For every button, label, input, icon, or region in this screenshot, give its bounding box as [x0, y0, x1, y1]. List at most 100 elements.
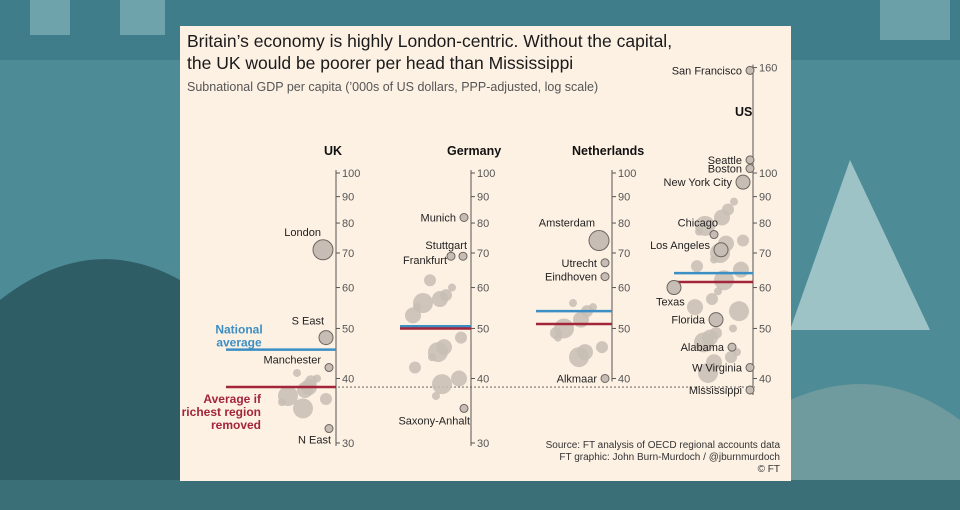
tick-label-germany-80: 80	[477, 218, 489, 230]
region-bubble	[293, 368, 301, 377]
tick-label-uk-30: 30	[342, 438, 354, 450]
region-label-eindhoven: Eindhoven	[545, 272, 597, 284]
tick-label-uk-100: 100	[342, 168, 360, 180]
region-label-amsterdam: Amsterdam	[539, 218, 595, 230]
region-bubble	[432, 391, 440, 400]
region-label-munich: Munich	[421, 213, 456, 225]
region-bubble-saxony-anhalt	[459, 403, 469, 413]
region-bubble	[694, 332, 714, 353]
region-bubble	[725, 351, 737, 364]
tick-label-germany-100: 100	[477, 168, 495, 180]
region-bubble-seattle	[745, 155, 755, 165]
region-label-florida: Florida	[671, 315, 706, 327]
tick-label-netherlands-50: 50	[618, 323, 630, 335]
without-richest-label-2: removed	[211, 418, 261, 432]
region-bubble-w-virginia	[745, 363, 755, 373]
tick-label-germany-90: 90	[477, 192, 489, 204]
region-bubble-frankfurt	[446, 251, 456, 261]
tick-label-us-40: 40	[759, 373, 771, 385]
source-line-0: Source: FT analysis of OECD regional acc…	[546, 440, 781, 451]
region-label-boston: Boston	[708, 164, 742, 176]
tick-label-germany-60: 60	[477, 283, 489, 295]
region-bubble-alabama	[727, 342, 737, 352]
region-label-los-angeles: Los Angeles	[650, 240, 710, 252]
region-label-mississippi: Mississippi	[689, 385, 742, 397]
region-bubble	[706, 293, 718, 306]
region-bubble	[455, 331, 467, 344]
region-bubble-n-east	[324, 424, 334, 434]
title-line-1: Britain’s economy is highly London-centr…	[187, 31, 673, 51]
region-bubble	[320, 393, 332, 406]
tick-label-uk-70: 70	[342, 248, 354, 260]
region-label-manchester: Manchester	[264, 355, 322, 367]
region-bubble	[405, 307, 421, 324]
tick-label-uk-90: 90	[342, 192, 354, 204]
tick-label-germany-70: 70	[477, 248, 489, 260]
region-label-alabama: Alabama	[681, 342, 725, 354]
country-title-germany: Germany	[447, 144, 501, 158]
region-bubble	[428, 353, 436, 362]
tick-label-netherlands-100: 100	[618, 168, 636, 180]
region-bubble	[730, 197, 738, 206]
region-bubble	[432, 374, 452, 395]
tick-label-uk-60: 60	[342, 283, 354, 295]
region-bubble	[691, 260, 703, 273]
tick-label-uk-50: 50	[342, 323, 354, 335]
region-bubble	[409, 361, 421, 374]
tick-label-uk-80: 80	[342, 218, 354, 230]
region-label-san-francisco: San Francisco	[672, 65, 742, 77]
region-bubble-manchester	[324, 363, 334, 373]
without-richest-label-0: Average if	[203, 392, 262, 406]
country-title-netherlands: Netherlands	[572, 144, 644, 158]
tick-label-us-60: 60	[759, 283, 771, 295]
region-label-seattle: Seattle	[708, 155, 742, 167]
tick-label-netherlands-70: 70	[618, 248, 630, 260]
region-label-chicago: Chicago	[678, 218, 718, 230]
region-label-new-york-city: New York City	[664, 177, 733, 189]
region-bubble-eindhoven	[600, 272, 610, 282]
region-bubble-munich	[459, 213, 469, 223]
tick-label-netherlands-80: 80	[618, 218, 630, 230]
region-bubble-boston	[745, 164, 755, 174]
region-bubble	[729, 324, 737, 333]
region-bubble	[432, 291, 448, 308]
tick-label-us-80: 80	[759, 218, 771, 230]
chart-subtitle: Subnational GDP per capita (’000s of US …	[187, 80, 599, 94]
region-bubble-stuttgart	[458, 251, 468, 261]
region-bubble	[733, 261, 749, 278]
region-bubble-texas	[666, 280, 682, 296]
region-bubble-london	[312, 239, 334, 261]
without-richest-label-1: richest region	[182, 405, 261, 419]
region-bubble-mississippi	[745, 385, 755, 395]
region-bubble	[451, 370, 467, 387]
tick-label-germany-30: 30	[477, 438, 489, 450]
region-bubble	[714, 270, 734, 291]
chart-title: Britain’s economy is highly London-centr…	[187, 30, 707, 74]
region-bubble	[714, 287, 722, 296]
region-bubble-amsterdam	[588, 230, 610, 252]
country-title-uk: UK	[324, 144, 342, 158]
tick-label-us-70: 70	[759, 248, 771, 260]
region-bubble-alkmaar	[600, 373, 610, 383]
region-bubble	[293, 398, 313, 419]
region-bubble-florida	[708, 312, 724, 328]
region-bubble	[737, 234, 749, 247]
region-label-saxony-anhalt: Saxony-Anhalt	[398, 415, 470, 427]
region-bubble-utrecht	[600, 258, 610, 268]
region-label-utrecht: Utrecht	[562, 258, 597, 270]
region-label-alkmaar: Alkmaar	[557, 373, 598, 385]
tick-label-germany-50: 50	[477, 323, 489, 335]
region-label-s-east: S East	[292, 316, 324, 328]
title-line-2: the UK would be poorer per head than Mis…	[187, 53, 574, 73]
region-bubble	[569, 299, 577, 308]
region-label-n-east: N East	[298, 435, 331, 447]
tick-label-us-90: 90	[759, 192, 771, 204]
tick-label-netherlands-90: 90	[618, 192, 630, 204]
tick-label-uk-40: 40	[342, 373, 354, 385]
region-bubble-new-york-city	[735, 174, 751, 190]
region-bubble-s-east	[318, 330, 334, 346]
region-label-stuttgart: Stuttgart	[425, 240, 467, 252]
region-label-frankfurt: Frankfurt	[403, 255, 447, 267]
region-bubble	[448, 283, 456, 292]
region-bubble	[687, 299, 703, 316]
